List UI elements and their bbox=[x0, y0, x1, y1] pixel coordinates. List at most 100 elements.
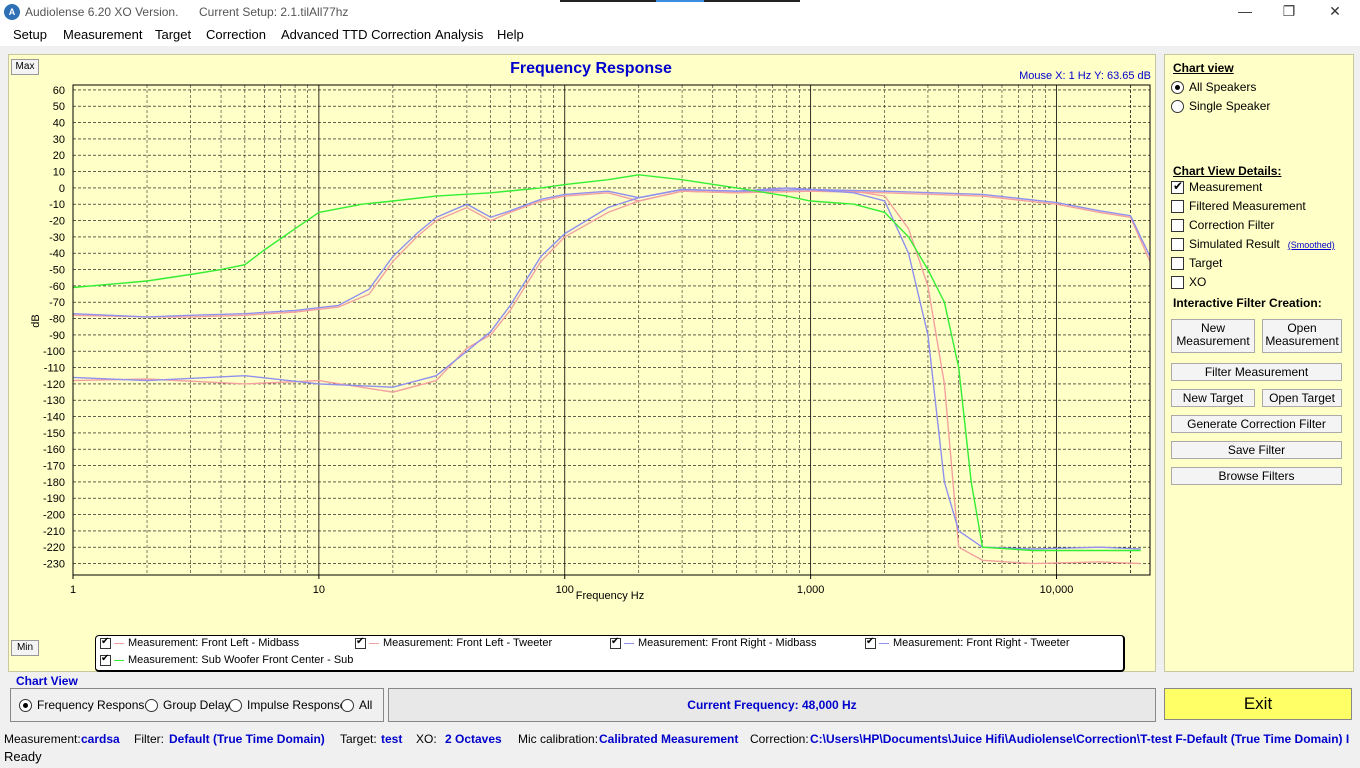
window-title: Audiolense 6.20 XO Version. bbox=[25, 5, 179, 19]
status-mic-value: Calibrated Measurement bbox=[599, 732, 739, 746]
exit-button[interactable]: Exit bbox=[1164, 688, 1352, 720]
status-ready: Ready bbox=[4, 749, 42, 764]
browse-filters-button[interactable]: Browse Filters bbox=[1171, 467, 1342, 485]
legend-checkbox[interactable] bbox=[100, 636, 111, 649]
all-radio[interactable] bbox=[341, 699, 354, 713]
option-group-delay[interactable]: Group Delay bbox=[145, 698, 230, 713]
detail-checkbox[interactable] bbox=[1171, 276, 1184, 290]
chart-title: Frequency Response bbox=[510, 60, 672, 77]
menu-correction[interactable]: Correction bbox=[206, 27, 266, 42]
status-xo-value: 2 Octaves bbox=[445, 732, 502, 746]
close-button[interactable]: ✕ bbox=[1329, 3, 1341, 19]
generate-correction-filter-button[interactable]: Generate Correction Filter bbox=[1171, 415, 1342, 433]
new-target-button[interactable]: New Target bbox=[1171, 389, 1255, 407]
open-target-button[interactable]: Open Target bbox=[1262, 389, 1342, 407]
y-tick-label: -150 bbox=[43, 428, 65, 440]
legend-item-front-right-tweeter[interactable]: Measurement: Front Right - Tweeter bbox=[865, 636, 1069, 653]
x-tick-label: 100 bbox=[556, 584, 574, 596]
all-speakers-radio[interactable] bbox=[1171, 81, 1184, 95]
legend-item-front-right-midbass[interactable]: Measurement: Front Right - Midbass bbox=[610, 636, 817, 653]
y-tick-label: -110 bbox=[44, 363, 65, 375]
legend-checkbox[interactable] bbox=[100, 653, 111, 666]
status-target-label: Target: bbox=[340, 732, 377, 746]
detail-simulated-result[interactable]: Simulated Result (Smoothed) bbox=[1171, 237, 1335, 253]
minimize-button[interactable]: — bbox=[1238, 3, 1252, 19]
menu-advanced-ttd-correction[interactable]: Advanced TTD Correction bbox=[281, 27, 432, 42]
detail-filtered-measurement[interactable]: Filtered Measurement bbox=[1171, 199, 1306, 215]
option-impulse-response[interactable]: Impulse Response bbox=[229, 698, 347, 713]
series-line-3 bbox=[72, 188, 1151, 388]
detail-label: Simulated Result bbox=[1189, 237, 1280, 251]
chart-view-label: Chart View bbox=[16, 674, 78, 688]
x-tick-label: 10,000 bbox=[1040, 584, 1074, 596]
y-tick-label: -210 bbox=[43, 526, 65, 538]
single-speaker-option[interactable]: Single Speaker bbox=[1171, 99, 1270, 115]
legend-swatch bbox=[879, 642, 889, 644]
menu-target[interactable]: Target bbox=[155, 27, 192, 42]
frequency-response-chart[interactable]: Frequency Response Mouse X: 1 Hz Y: 63.6… bbox=[9, 55, 1155, 635]
series bbox=[72, 174, 1151, 565]
y-tick-label: -190 bbox=[43, 493, 65, 505]
status-xo-label: XO: bbox=[416, 732, 437, 746]
maximize-button[interactable]: ❐ bbox=[1282, 3, 1296, 19]
x-tick-label: 1 bbox=[70, 584, 76, 596]
save-filter-button[interactable]: Save Filter bbox=[1171, 441, 1342, 459]
y-tick-label: -60 bbox=[49, 281, 65, 293]
menu-bar: Setup Measurement Target Correction Adva… bbox=[0, 24, 1360, 46]
y-tick-label: -170 bbox=[43, 461, 65, 473]
new-measurement-button[interactable]: New Measurement bbox=[1171, 319, 1255, 353]
detail-xo[interactable]: XO bbox=[1171, 275, 1206, 291]
legend-label: Measurement: Front Left - Midbass bbox=[128, 637, 300, 649]
y-tick-label: -70 bbox=[49, 297, 65, 309]
option-frequency-response[interactable]: Frequency Response bbox=[19, 698, 151, 713]
legend-checkbox[interactable] bbox=[865, 636, 876, 649]
all-speakers-label: All Speakers bbox=[1189, 80, 1257, 94]
y-tick-label: 0 bbox=[59, 183, 65, 195]
option-all[interactable]: All bbox=[341, 698, 372, 713]
main-area: Max Min Frequency Response Mouse X: 1 Hz… bbox=[0, 46, 1360, 768]
menu-analysis[interactable]: Analysis bbox=[435, 27, 484, 42]
legend-item-front-left-tweeter[interactable]: Measurement: Front Left - Tweeter bbox=[355, 636, 552, 653]
detail-checkbox[interactable] bbox=[1171, 219, 1184, 233]
detail-measurement[interactable]: Measurement bbox=[1171, 179, 1262, 196]
series-line-0 bbox=[72, 187, 1141, 565]
single-speaker-label: Single Speaker bbox=[1189, 99, 1271, 113]
group-delay-radio[interactable] bbox=[145, 699, 158, 713]
all-speakers-option[interactable]: All Speakers bbox=[1171, 80, 1256, 96]
option-label: Impulse Response bbox=[247, 698, 347, 712]
y-tick-label: 10 bbox=[53, 167, 65, 179]
title-strip bbox=[560, 0, 800, 2]
impulse-response-radio[interactable] bbox=[229, 699, 242, 713]
open-measurement-button[interactable]: Open Measurement bbox=[1262, 319, 1342, 353]
menu-setup[interactable]: Setup bbox=[13, 27, 47, 42]
detail-target[interactable]: Target bbox=[1171, 256, 1222, 272]
menu-measurement[interactable]: Measurement bbox=[63, 27, 143, 42]
detail-checkbox[interactable] bbox=[1171, 238, 1184, 252]
legend-checkbox[interactable] bbox=[355, 636, 366, 649]
menu-help[interactable]: Help bbox=[497, 27, 524, 42]
x-axis-label: Frequency Hz bbox=[576, 590, 644, 602]
min-button[interactable]: Min bbox=[11, 640, 39, 656]
detail-correction-filter[interactable]: Correction Filter bbox=[1171, 218, 1274, 234]
y-tick-label: -30 bbox=[49, 232, 65, 244]
legend-item-sub-woofer[interactable]: Measurement: Sub Woofer Front Center - S… bbox=[100, 653, 354, 670]
max-button[interactable]: Max bbox=[11, 59, 39, 75]
single-speaker-radio[interactable] bbox=[1171, 100, 1184, 114]
y-tick-label: -200 bbox=[43, 510, 65, 522]
y-tick-label: -220 bbox=[43, 542, 65, 554]
legend-checkbox[interactable] bbox=[610, 636, 621, 649]
frequency-response-radio[interactable] bbox=[19, 699, 32, 713]
status-correction-value: C:\Users\HP\Documents\Juice Hifi\Audiole… bbox=[810, 732, 1350, 746]
legend-label: Measurement: Sub Woofer Front Center - S… bbox=[128, 654, 354, 666]
status-measurement-value: cardsa bbox=[81, 732, 120, 746]
interactive-filter-heading: Interactive Filter Creation: bbox=[1173, 296, 1322, 310]
y-tick-label: -20 bbox=[49, 216, 65, 228]
filter-measurement-button[interactable]: Filter Measurement bbox=[1171, 363, 1342, 381]
detail-checkbox[interactable] bbox=[1171, 200, 1184, 214]
title-bar: A Audiolense 6.20 XO Version. Current Se… bbox=[0, 0, 1360, 24]
legend-item-front-left-midbass[interactable]: Measurement: Front Left - Midbass bbox=[100, 636, 300, 653]
detail-checkbox[interactable] bbox=[1171, 257, 1184, 271]
y-tick-label: -90 bbox=[49, 330, 65, 342]
detail-checkbox[interactable] bbox=[1171, 179, 1184, 195]
smoothed-link[interactable]: (Smoothed) bbox=[1287, 240, 1335, 250]
